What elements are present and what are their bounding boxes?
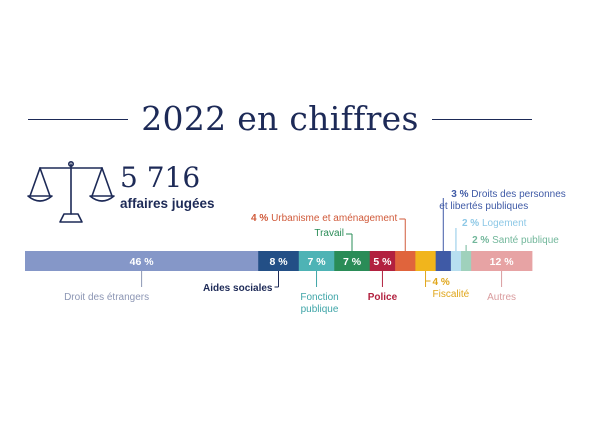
page-title: 2022 en chiffres [141,99,419,138]
bar-value-aides-sociales: 8 % [269,256,288,268]
scales-of-justice-icon [27,160,115,223]
segment-label-line2-fonction-publique: publique [301,304,339,315]
cases-count: 5 716 [120,161,201,194]
bar-value-fonction-publique: 7 % [307,256,326,268]
bar-segment-autres [471,251,533,271]
segment-value-fiscalite: 4 % [433,277,450,288]
title-divider-right [432,119,532,120]
bar-segment-sante-publique [461,251,472,271]
bar-segment-fiscalite [415,251,437,271]
title-divider-left [28,119,128,120]
bar-segment-fonction-publique [298,251,335,271]
segment-label-aides-sociales: Aides sociales [203,283,273,294]
segment-label-droit-des-etrangers: Droit des étrangers [64,292,149,303]
bar-value-autres: 12 % [490,256,515,268]
bar-value-droit-des-etrangers: 46 % [130,256,155,268]
segment-label-sante-publique: 2 % Santé publique [472,235,559,246]
segment-label-fonction-publique: Fonction [300,292,338,303]
segment-label-autres: Autres [487,292,516,303]
segment-label-police: Police [368,292,398,303]
bar-segment-droits-des-personnes-et-libertes-publiques [435,251,452,271]
bar-segment-police [369,251,396,271]
title-block: 2022 en chiffres [0,94,600,144]
cases-label: affaires jugées [120,196,215,211]
bar-value-travail: 7 % [343,256,362,268]
segment-label-droits-des-personnes-et-libertes-publiques: 3 % Droits des personnes [451,189,566,200]
bar-value-police: 5 % [373,256,392,268]
bar-segment-travail [334,251,371,271]
segment-label-logement: 2 % Logement [462,218,527,229]
segment-label-urbanisme-et-amenagement: 4 % Urbanisme et aménagement [251,213,397,224]
segment-label-line2-droits-des-personnes-et-libertes-publiques: et libertés publiques [439,201,528,212]
segment-label-travail: Travail [314,228,344,239]
bar-segment-logement [450,251,462,271]
bar-segment-droit-des-etrangers [25,251,259,271]
segment-label-fiscalite: Fiscalité [433,289,470,300]
bar-segment-aides-sociales [258,251,300,271]
bar-segment-urbanisme-et-amenagement [395,251,416,271]
